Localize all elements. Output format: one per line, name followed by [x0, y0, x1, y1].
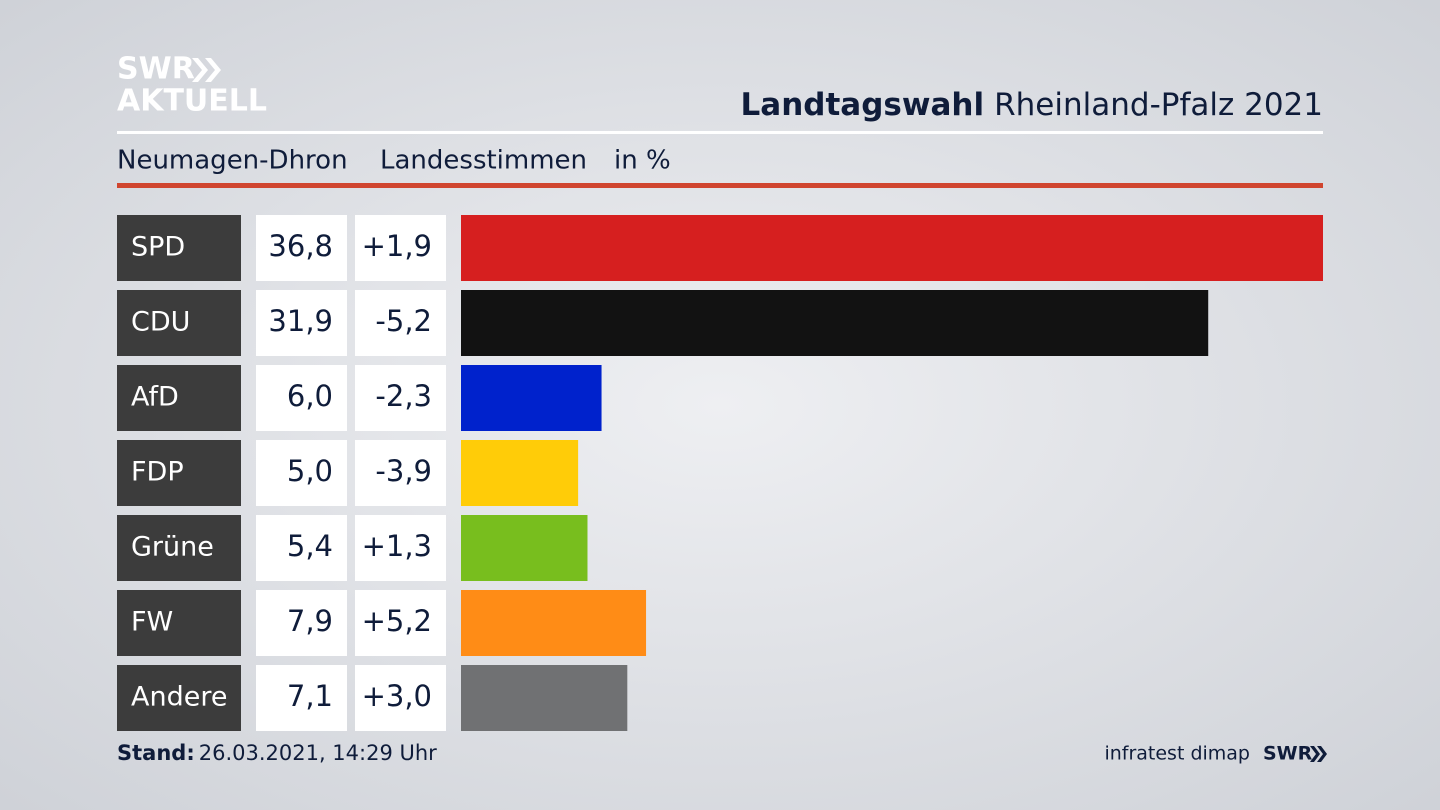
divider — [117, 131, 1323, 134]
bar — [461, 215, 1323, 281]
party-label: AfD — [131, 382, 179, 413]
value-label: 5,0 — [287, 454, 333, 488]
party-label: Andere — [131, 682, 227, 713]
value-box — [256, 590, 347, 656]
subtitle-place: Neumagen-Dhron — [117, 146, 348, 176]
change-box — [355, 365, 446, 431]
footer-source: infratest dimap — [1104, 743, 1250, 765]
party-box — [117, 665, 241, 731]
chart-title: Landtagswahl Rheinland-Pfalz 2021 — [741, 87, 1323, 123]
brand-chevrons — [1310, 746, 1327, 762]
value-box — [256, 515, 347, 581]
bar — [461, 665, 628, 731]
party-box — [117, 590, 241, 656]
value-box — [256, 440, 347, 506]
value-box — [256, 365, 347, 431]
party-box — [117, 290, 241, 356]
change-box — [355, 665, 446, 731]
change-label: +1,9 — [362, 229, 432, 263]
value-box — [256, 290, 347, 356]
change-label: -2,3 — [375, 379, 432, 413]
title-rest: Rheinland-Pfalz 2021 — [994, 87, 1323, 123]
footer-date: 26.03.2021, 14:29 Uhr — [199, 741, 437, 765]
change-label: -3,9 — [375, 454, 432, 488]
footer-label: Stand: — [117, 741, 195, 765]
bar — [461, 590, 647, 656]
party-box — [117, 365, 241, 431]
change-label: +3,0 — [362, 679, 432, 713]
subtitle-unit: in % — [614, 146, 671, 176]
party-label: FDP — [131, 457, 184, 488]
value-box — [256, 665, 347, 731]
title-bold: Landtagswahl — [741, 87, 985, 123]
footer: Stand: 26.03.2021, 14:29 Uhr — [117, 741, 437, 765]
change-box — [355, 515, 446, 581]
change-box — [355, 590, 446, 656]
accent-line — [117, 183, 1323, 188]
value-label: 31,9 — [268, 304, 333, 338]
party-label: Grüne — [131, 532, 214, 563]
party-label: FW — [131, 607, 173, 638]
change-box — [355, 215, 446, 281]
logo-top: SWR — [117, 52, 195, 87]
party-box — [117, 515, 241, 581]
value-label: 36,8 — [268, 229, 333, 263]
bar — [461, 365, 602, 431]
bar — [461, 440, 579, 506]
change-label: +5,2 — [362, 604, 432, 638]
footer-brand: SWR — [1263, 743, 1313, 765]
subtitle-kind: Landesstimmen — [380, 146, 587, 176]
change-label: +1,3 — [362, 529, 432, 563]
bar — [461, 290, 1209, 356]
logo-bottom: AKTUELL — [117, 84, 267, 119]
logo-chevrons — [192, 58, 221, 82]
party-box — [117, 440, 241, 506]
value-label: 5,4 — [287, 529, 333, 563]
value-label: 6,0 — [287, 379, 333, 413]
value-box — [256, 215, 347, 281]
value-label: 7,9 — [287, 604, 333, 638]
change-box — [355, 440, 446, 506]
bar — [461, 515, 588, 581]
party-label: SPD — [131, 232, 185, 263]
value-label: 7,1 — [287, 679, 333, 713]
party-box — [117, 215, 241, 281]
party-label: CDU — [131, 307, 190, 338]
change-box — [355, 290, 446, 356]
change-label: -5,2 — [375, 304, 432, 338]
